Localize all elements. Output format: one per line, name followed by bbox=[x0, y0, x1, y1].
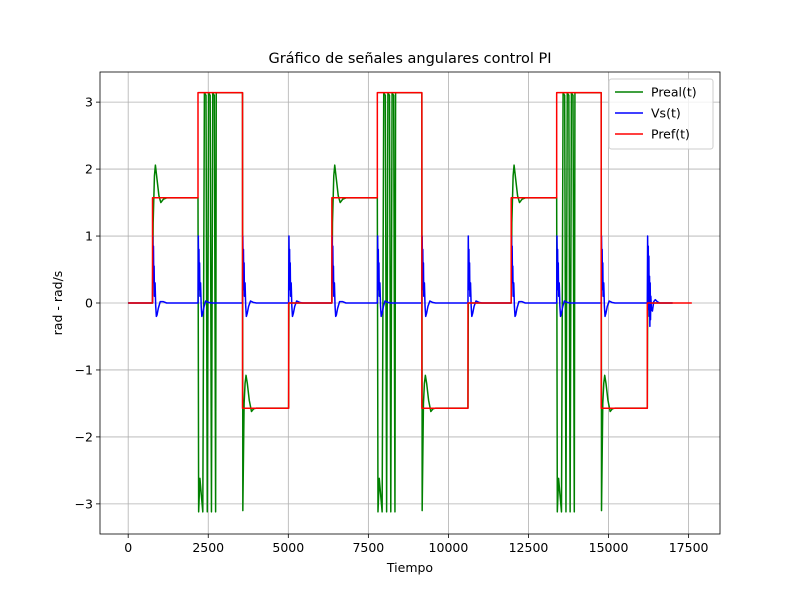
legend-label-2: Vs(t) bbox=[651, 106, 681, 121]
x-tick-label: 0 bbox=[124, 540, 132, 555]
y-tick-label: −2 bbox=[75, 429, 93, 444]
series-line-3 bbox=[128, 91, 692, 409]
legend-label-3: Pref(t) bbox=[651, 127, 690, 142]
x-tick-label: 17500 bbox=[669, 540, 709, 555]
y-tick-label: 1 bbox=[85, 229, 93, 244]
x-tick-label: 10000 bbox=[429, 540, 469, 555]
y-tick-label: 3 bbox=[85, 95, 93, 110]
chart-title: Gráfico de señales angulares control PI bbox=[268, 51, 551, 67]
y-axis-label: rad - rad/s bbox=[50, 271, 65, 336]
x-tick-label: 15000 bbox=[589, 540, 629, 555]
legend-label-1: Preal(t) bbox=[651, 85, 697, 100]
y-tick-label: 0 bbox=[85, 296, 93, 311]
plot-series bbox=[128, 91, 692, 513]
axis-ticks: 0 2500 5000 7500 10000 12500 15000 17500 −3 −2 −1 0… bbox=[75, 95, 709, 555]
legend: Preal(t) Vs(t) Pref(t) bbox=[608, 78, 714, 150]
x-tick-label: 7500 bbox=[352, 540, 384, 555]
y-tick-label: 2 bbox=[85, 162, 93, 177]
y-tick-label: −1 bbox=[75, 362, 93, 377]
legend-box bbox=[608, 78, 714, 150]
x-tick-label: 12500 bbox=[509, 540, 549, 555]
x-axis-label: Tiempo bbox=[386, 560, 433, 575]
x-tick-label: 2500 bbox=[192, 540, 224, 555]
x-tick-label: 5000 bbox=[272, 540, 304, 555]
y-tick-label: −3 bbox=[75, 496, 93, 511]
